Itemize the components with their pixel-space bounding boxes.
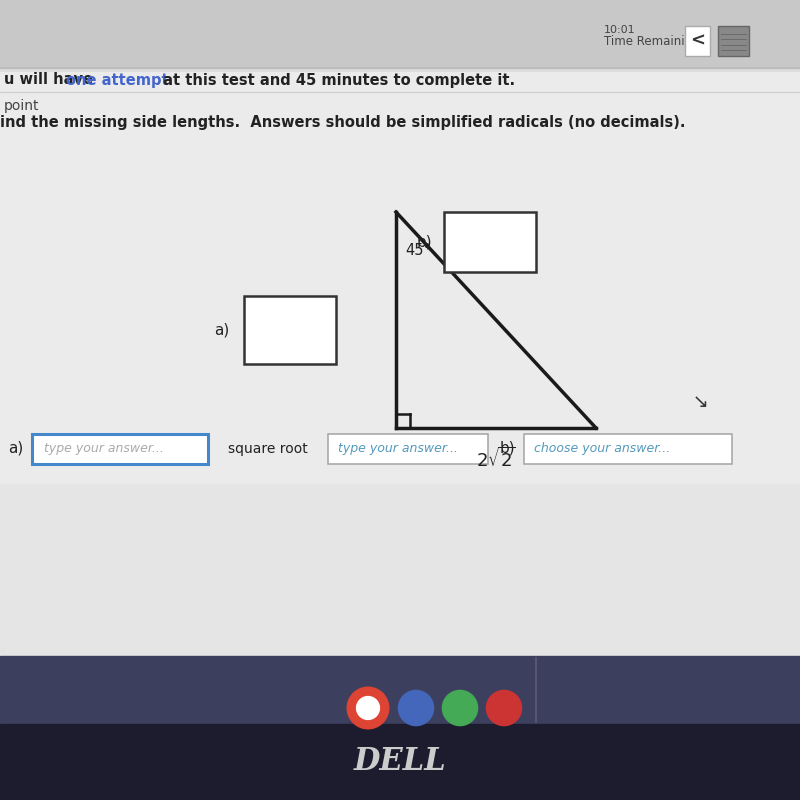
Circle shape [486,690,522,726]
Text: type your answer...: type your answer... [44,442,164,455]
FancyBboxPatch shape [685,26,710,56]
Text: <: < [690,32,705,50]
Text: one attempt: one attempt [66,73,169,87]
Bar [32,434,208,464]
Text: at this test and 45 minutes to complete it.: at this test and 45 minutes to complete … [158,73,514,87]
Text: u will have: u will have [4,73,98,87]
Text: ind the missing side lengths.  Answers should be simplified radicals (no decimal: ind the missing side lengths. Answers sh… [0,115,686,130]
Text: b): b) [416,234,432,250]
Circle shape [357,697,379,719]
Bar [524,434,732,464]
Text: point: point [4,98,39,113]
Bar [0,0,800,68]
Bar [328,434,488,464]
Circle shape [347,687,389,729]
Text: a): a) [214,322,230,338]
Text: ↖: ↖ [688,390,704,410]
FancyBboxPatch shape [718,26,749,56]
Text: a): a) [8,441,23,455]
Bar [0,72,800,484]
Bar [0,724,800,800]
Text: 10:01: 10:01 [604,26,636,35]
Bar [444,212,536,272]
Bar [0,656,800,724]
Bar [0,484,800,656]
Text: $2\sqrt{2}$: $2\sqrt{2}$ [476,446,516,470]
Text: 45°: 45° [406,243,431,258]
Text: Time Remaining: Time Remaining [604,35,700,48]
Text: square root: square root [228,442,308,456]
Bar [244,296,336,364]
Text: DELL: DELL [354,746,446,777]
Text: choose your answer...: choose your answer... [534,442,670,455]
Circle shape [442,690,478,726]
Text: type your answer...: type your answer... [338,442,458,455]
Circle shape [398,690,434,726]
Text: b): b) [500,441,516,455]
